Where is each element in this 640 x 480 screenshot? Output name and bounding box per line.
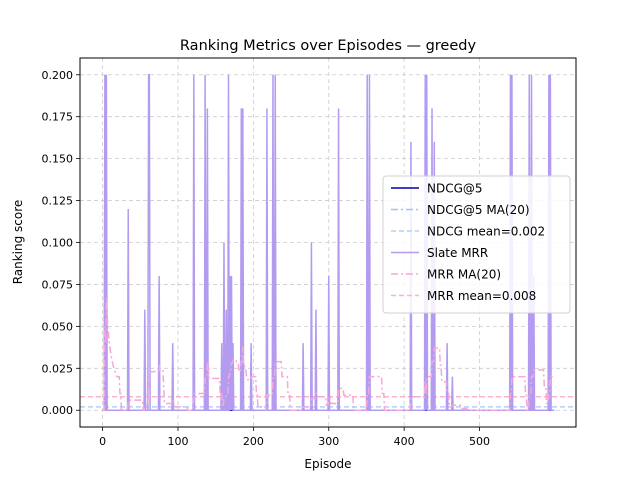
y-tick-label: 0.000 (42, 404, 74, 417)
y-tick-label: 0.025 (42, 362, 74, 375)
legend: NDCG@5 NDCG@5 MA(20) NDCG mean=0.002 Slate … (382, 175, 571, 314)
legend-label: NDCG@5 MA(20) (427, 203, 530, 217)
legend-label: MRR mean=0.008 (427, 289, 536, 303)
y-tick-label: 0.050 (42, 320, 74, 333)
legend-label: NDCG mean=0.002 (427, 225, 545, 239)
x-tick-label: 500 (469, 435, 490, 448)
x-tick-label: 200 (243, 435, 264, 448)
y-tick-label: 0.200 (42, 69, 74, 82)
y-tick-label: 0.100 (42, 237, 74, 250)
legend-label: Slate MRR (427, 246, 488, 260)
legend-label: MRR MA(20) (427, 268, 501, 282)
x-axis-ticks: 0 100 200 300 400 500 (99, 427, 490, 448)
x-tick-label: 300 (318, 435, 339, 448)
x-tick-label: 0 (99, 435, 106, 448)
y-tick-label: 0.125 (42, 195, 74, 208)
y-tick-label: 0.150 (42, 153, 74, 166)
y-axis-ticks: 0.000 0.025 0.050 0.075 0.100 0.125 0.150 0.175… (42, 69, 80, 417)
x-axis-label: Episode (304, 457, 351, 471)
x-tick-label: 400 (394, 435, 415, 448)
chart-title: Ranking Metrics over Episodes — greedy (180, 38, 477, 54)
y-axis-label: Ranking score (11, 200, 25, 285)
y-tick-label: 0.175 (42, 111, 74, 124)
series-lines (102, 74, 555, 411)
moving-average-line (102, 298, 555, 411)
legend-label: NDCG@5 (427, 182, 483, 196)
x-tick-label: 100 (167, 435, 188, 448)
legend-box (382, 175, 571, 314)
y-tick-label: 0.075 (42, 278, 74, 291)
